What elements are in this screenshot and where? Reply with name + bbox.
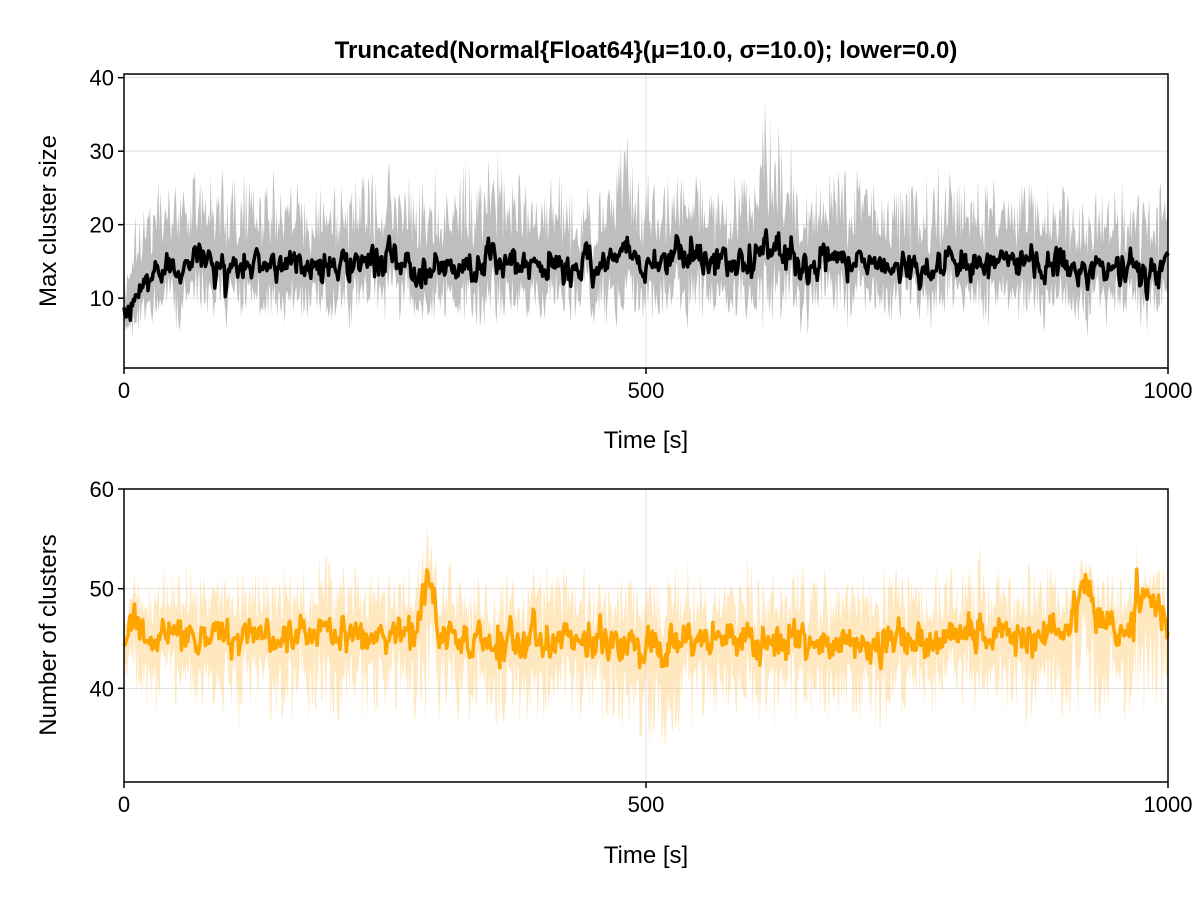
- max-cluster-size-panel: Truncated(Normal{Float64}(μ=10.0, σ=10.0…: [35, 37, 1192, 454]
- series-line: [122, 567, 1170, 671]
- y-axis-label: Number of clusters: [35, 534, 62, 735]
- x-tick-label: 1000: [1144, 378, 1193, 403]
- x-tick-label: 1000: [1144, 792, 1193, 817]
- tick-group: 0 500 1000 40 50 60: [90, 477, 1193, 817]
- series-band: [124, 101, 1168, 340]
- x-tick-label: 500: [628, 378, 665, 403]
- y-tick-label: 10: [90, 286, 114, 311]
- y-tick-label: 40: [90, 676, 114, 701]
- line-group: [122, 228, 1170, 323]
- tick-group: 0 500 1000 10 20 30 40: [90, 66, 1193, 403]
- y-tick-label: 20: [90, 213, 114, 238]
- band-group: [124, 101, 1168, 340]
- x-tick-label: 0: [118, 792, 130, 817]
- y-axis-label: Max cluster size: [35, 135, 62, 307]
- series-line: [122, 228, 1170, 323]
- y-tick-label: 30: [90, 139, 114, 164]
- y-tick-label: 60: [90, 477, 114, 502]
- y-tick-label: 50: [90, 577, 114, 602]
- number-of-clusters-panel: 0 500 1000 40 50 60 Time [s] Number of cluste…: [35, 477, 1192, 869]
- x-axis-label: Time [s]: [604, 842, 688, 869]
- x-tick-label: 0: [118, 378, 130, 403]
- x-tick-label: 500: [628, 792, 665, 817]
- line-group: [122, 567, 1170, 671]
- y-tick-label: 40: [90, 66, 114, 91]
- chart-title: Truncated(Normal{Float64}(μ=10.0, σ=10.0…: [335, 37, 958, 64]
- x-axis-label: Time [s]: [604, 427, 688, 454]
